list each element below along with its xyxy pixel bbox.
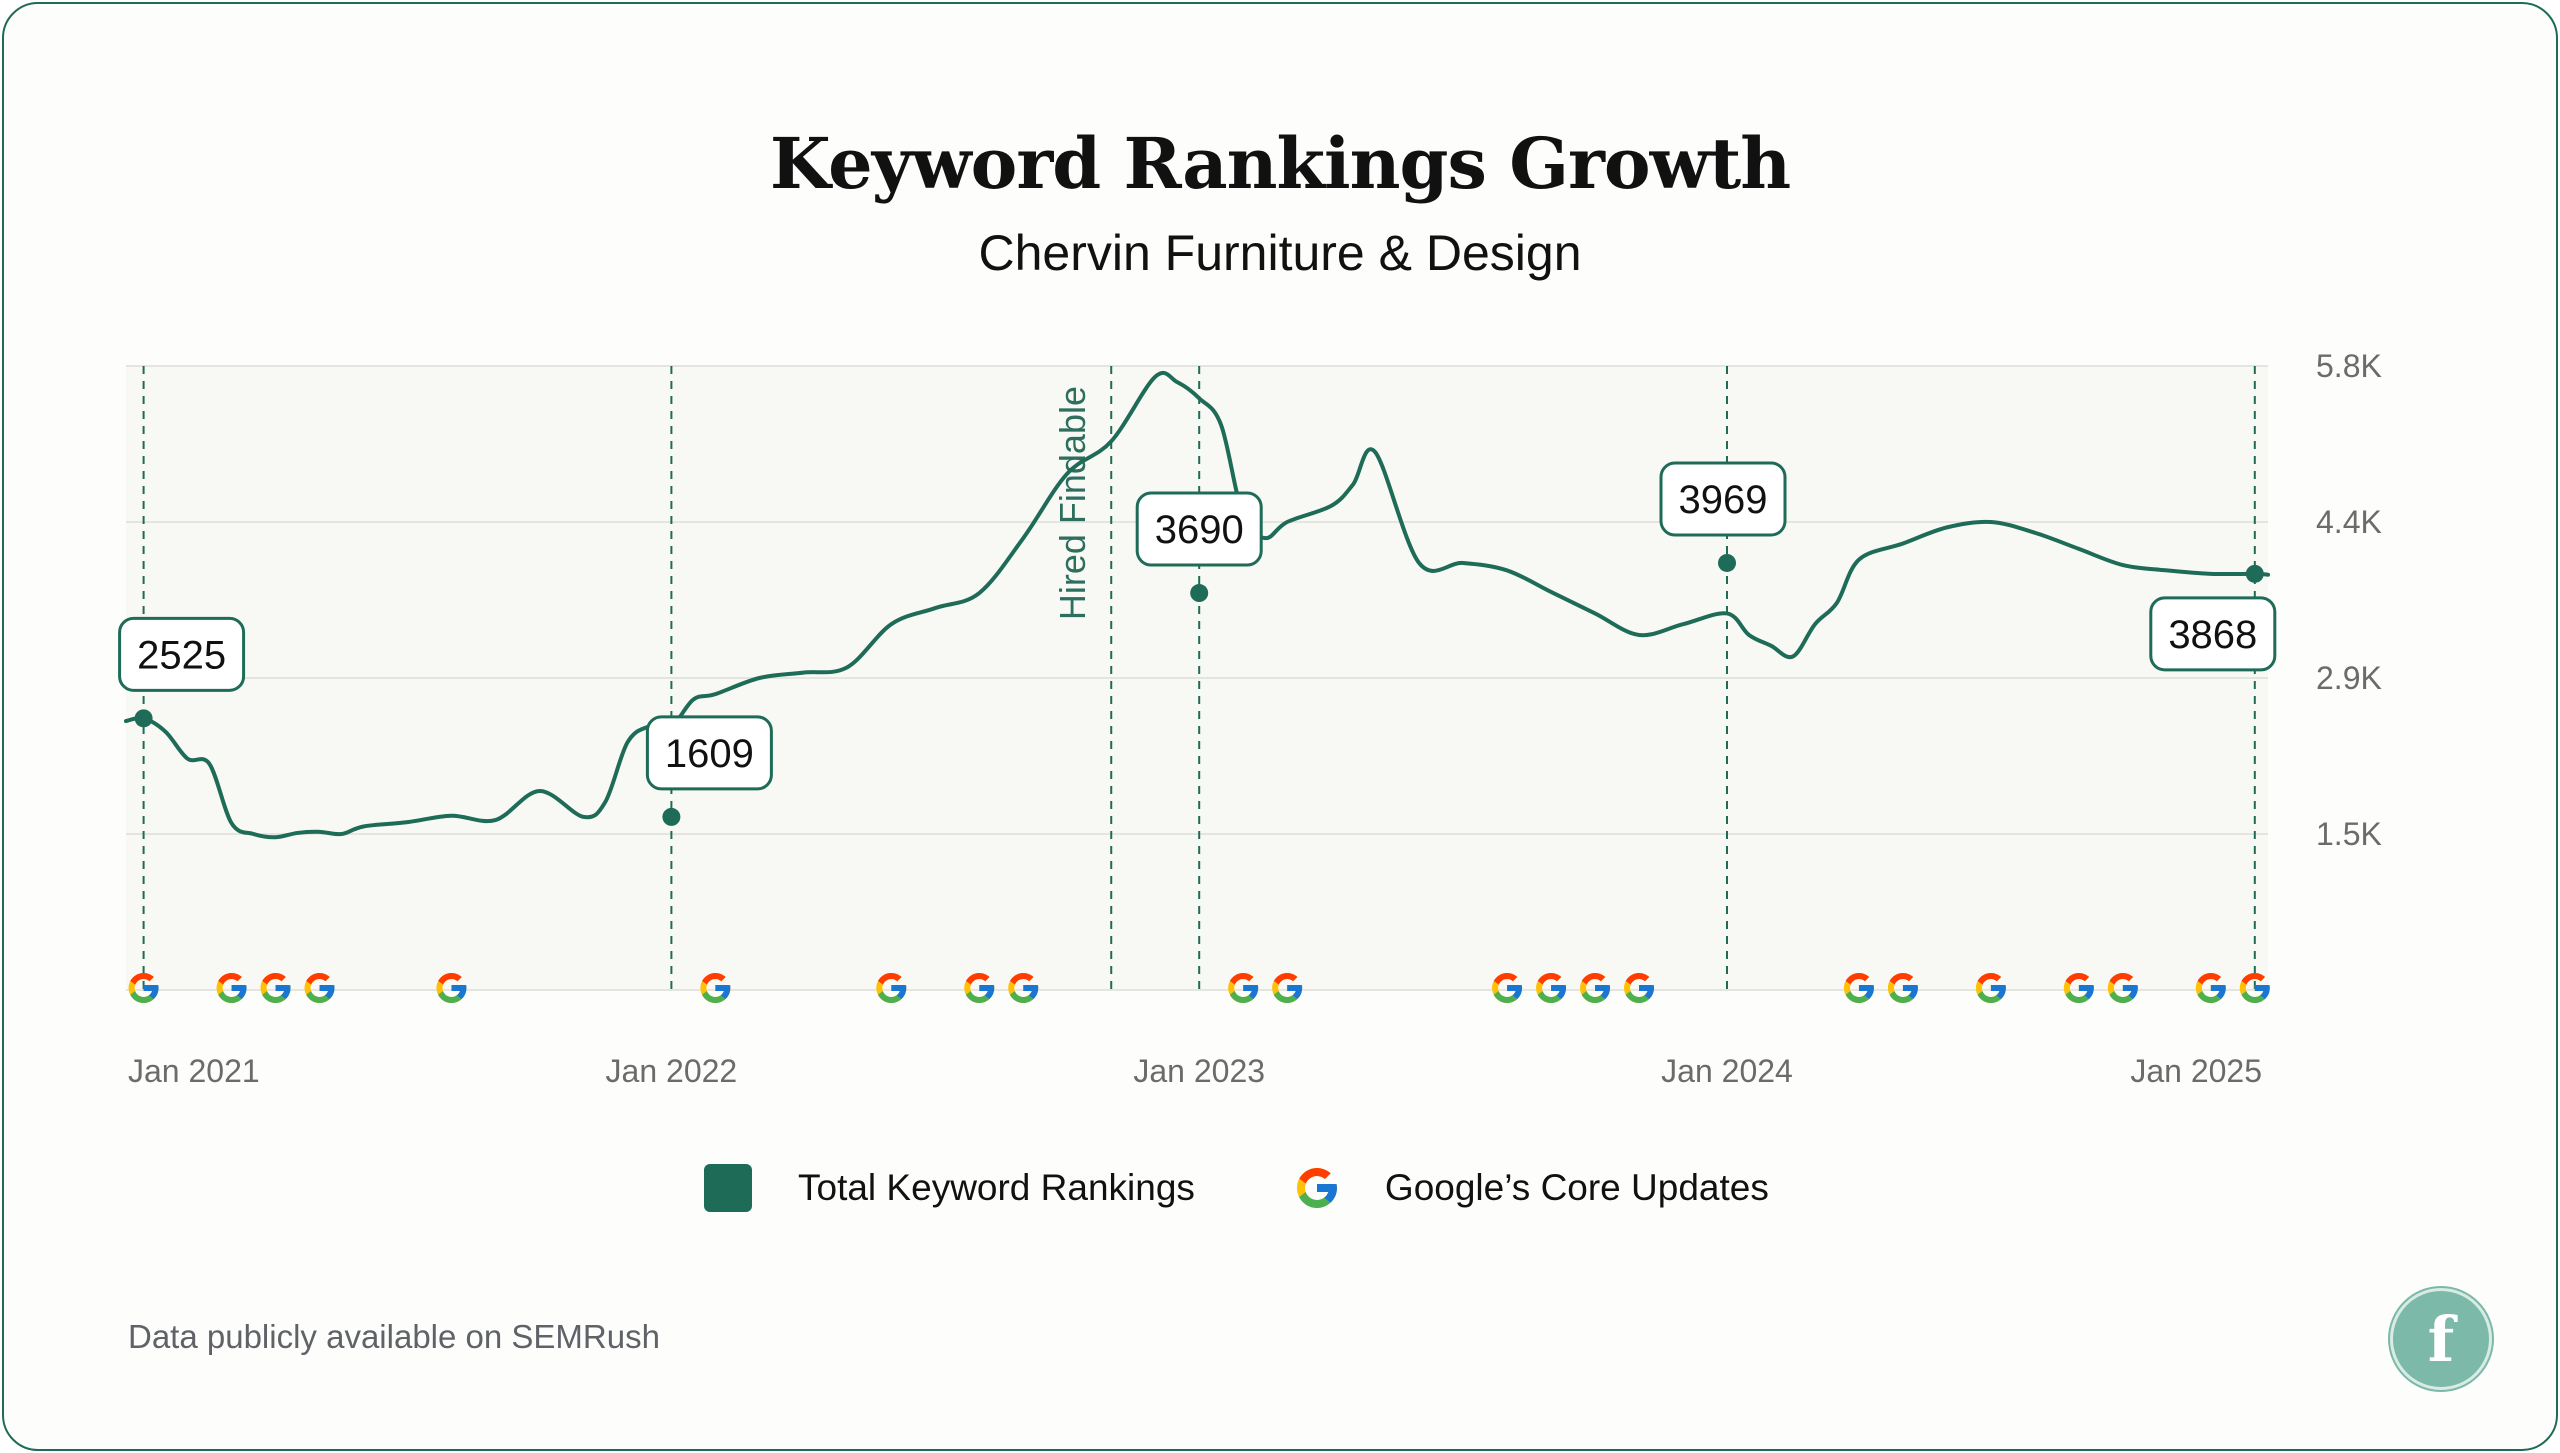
callout-label: 1609 [665, 732, 754, 776]
x-tick-label: Jan 2021 [128, 1053, 260, 1089]
legend-label-keyword-rankings: Total Keyword Rankings [798, 1167, 1195, 1208]
google-core-update-icon [1536, 973, 1567, 1003]
callout-point [1718, 553, 1737, 572]
callout-label: 3690 [1155, 508, 1244, 552]
google-core-update-icon [1975, 973, 2006, 1003]
callout-box [1135, 491, 1263, 567]
google-core-update-icon [964, 973, 995, 1003]
google-core-update-icon [2239, 973, 2270, 1003]
legend: Total Keyword Rankings Google’s Core Upd… [704, 1164, 1769, 1212]
google-core-update-icon [1887, 973, 1918, 1003]
legend-swatch-keyword-rankings [704, 1164, 752, 1212]
callout-label: 3969 [1679, 478, 1768, 522]
callout-box [1659, 461, 1787, 537]
google-core-update-icon [128, 973, 159, 1003]
google-core-update-icon [304, 973, 335, 1003]
callout-box [645, 715, 773, 791]
chart-title: Keyword Rankings Growth [769, 122, 1791, 205]
source-footnote: Data publicly available on SEMRush [128, 1318, 660, 1355]
google-core-update-icon [1272, 973, 1303, 1003]
google-core-update-icon [216, 973, 247, 1003]
google-core-update-icon [1624, 973, 1655, 1003]
callout-box [118, 616, 246, 692]
google-core-update-icon [2195, 973, 2226, 1003]
y-tick-label: 5.8K [2316, 348, 2382, 384]
google-core-update-icon [1008, 973, 1039, 1003]
google-core-update-icon [876, 973, 907, 1003]
google-core-update-icon [2107, 973, 2138, 1003]
callout-point [1190, 584, 1209, 603]
logo-letter: f [2427, 1302, 2455, 1376]
annotation-hired-findable: Hired Findable [1052, 386, 1093, 620]
legend-label-core-updates: Google’s Core Updates [1384, 1167, 1769, 1208]
google-core-update-icon [1580, 973, 1611, 1003]
google-g-icon [1296, 1168, 1337, 1208]
google-core-update-icon [1492, 973, 1523, 1003]
google-core-update-icon [700, 973, 731, 1003]
google-core-update-icon [2063, 973, 2094, 1003]
callout-point [134, 709, 153, 728]
x-tick-label: Jan 2023 [1133, 1053, 1265, 1089]
chart-subtitle: Chervin Furniture & Design [978, 225, 1582, 281]
callout-label: 3868 [2168, 613, 2257, 657]
series-line-keyword-rankings [124, 370, 2270, 840]
y-tick-label: 1.5K [2316, 816, 2382, 852]
callout-label: 2525 [137, 633, 226, 677]
google-core-update-icon [1843, 973, 1874, 1003]
x-tick-label: Jan 2025 [2130, 1053, 2262, 1089]
callout-point [662, 807, 681, 826]
google-core-update-icon [260, 973, 291, 1003]
y-tick-label: 2.9K [2316, 660, 2382, 696]
y-tick-label: 4.4K [2316, 504, 2382, 540]
x-tick-label: Jan 2022 [606, 1053, 738, 1089]
findable-logo: f [2390, 1288, 2492, 1390]
callout-box [2149, 596, 2277, 672]
x-tick-label: Jan 2024 [1661, 1053, 1793, 1089]
google-core-update-icon [436, 973, 467, 1003]
google-core-update-icon [1228, 973, 1259, 1003]
callout-point [2245, 564, 2264, 583]
line-chart: 1.5K 2.9K 4.4K 5.8K Jan 2021 Jan 2022 Jan 2023… [118, 348, 2382, 1089]
